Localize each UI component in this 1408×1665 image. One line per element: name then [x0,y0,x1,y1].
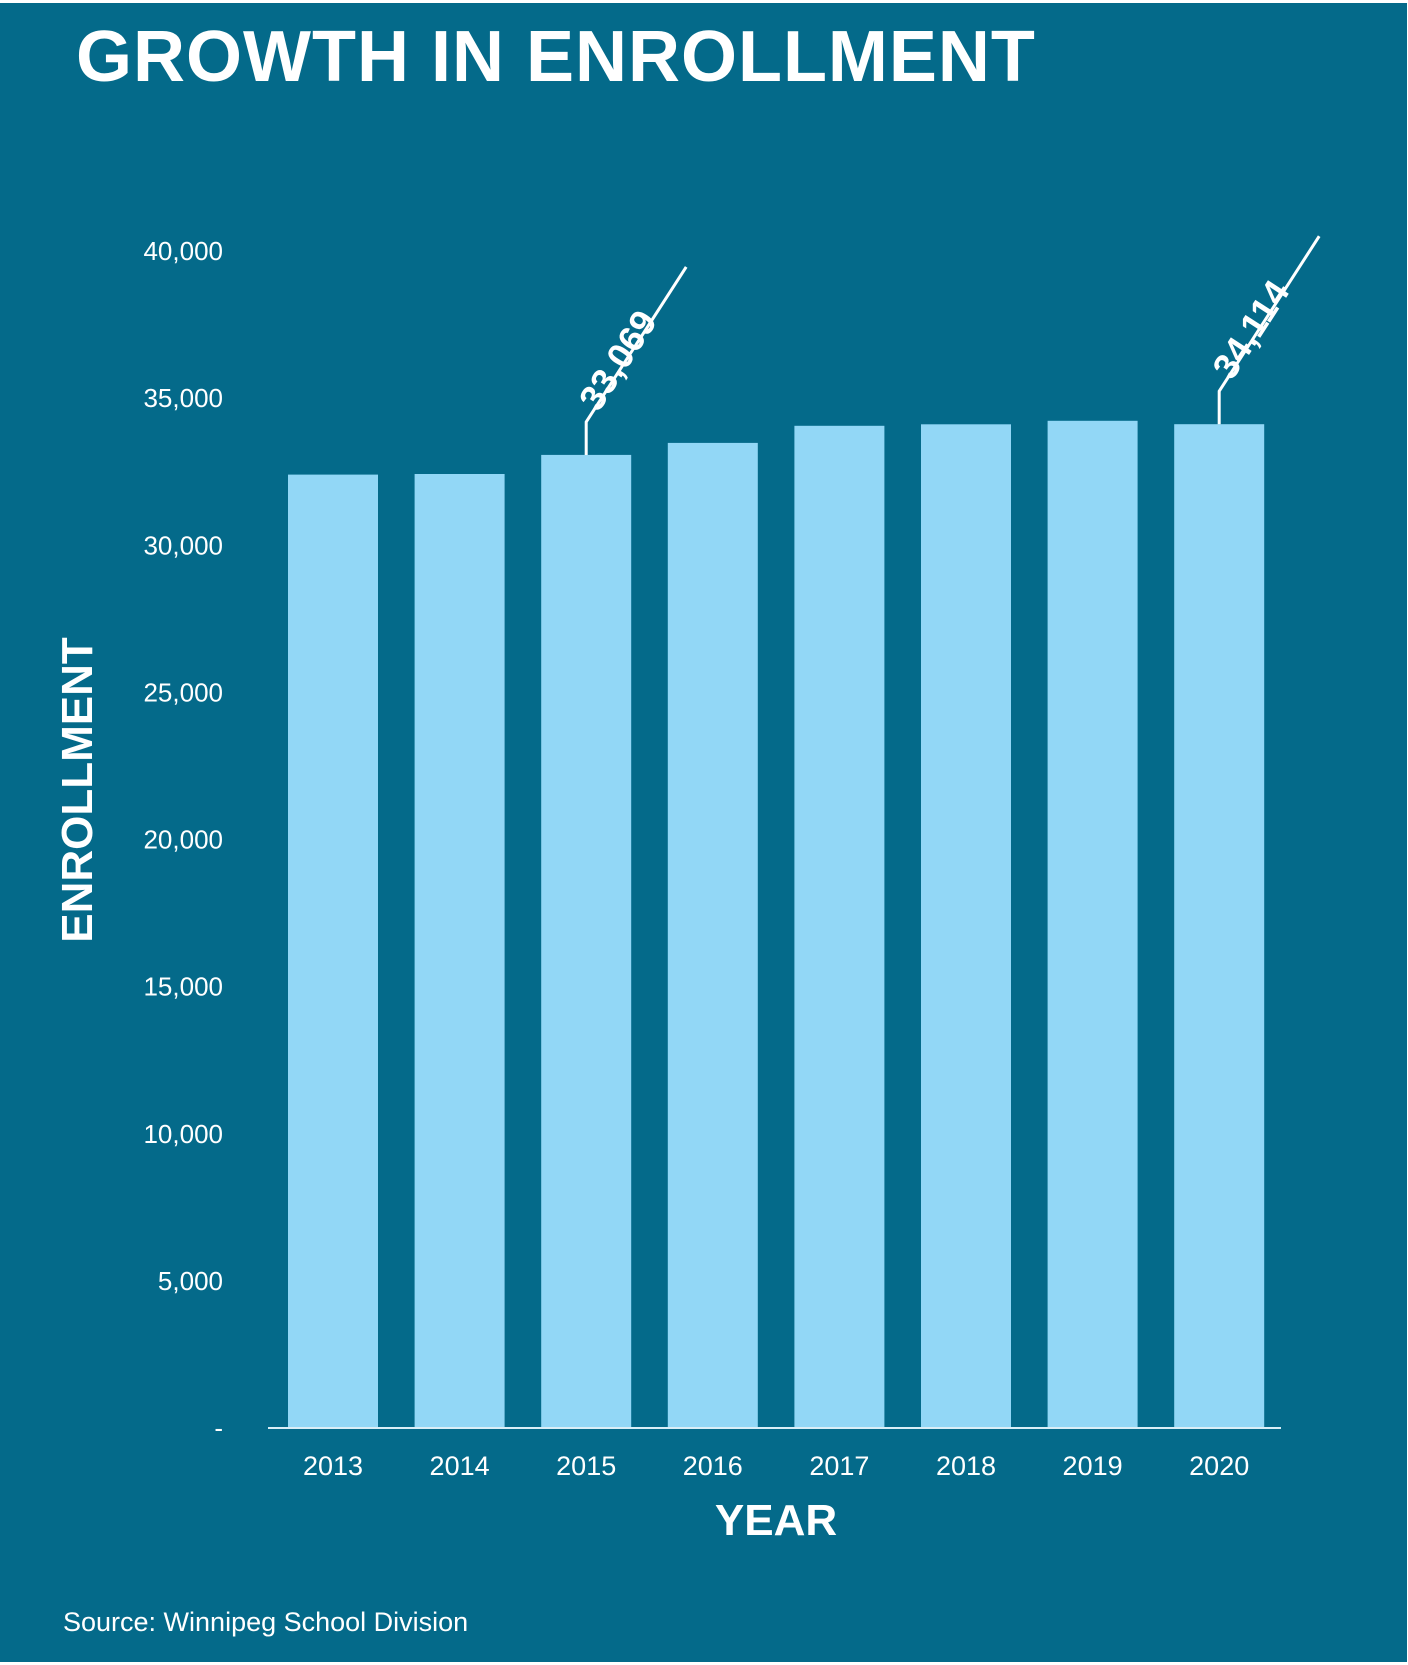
x-tick-label: 2015 [556,1451,616,1481]
bar-2018 [921,424,1011,1428]
y-tick-label: 40,000 [143,236,223,266]
bar-2017 [794,425,885,1428]
x-tick-label: 2019 [1063,1451,1123,1481]
x-tick-label: 2014 [430,1451,490,1481]
bar-2016 [667,442,758,1428]
y-tick-label: 5,000 [158,1266,223,1296]
x-tick-label: 2017 [809,1451,869,1481]
x-tick-label: 2020 [1189,1451,1249,1481]
callout-label: 34,114 [1204,273,1297,386]
y-tick-label: 15,000 [143,972,223,1002]
callout-leader-line [584,266,688,455]
bar-2014 [414,474,505,1428]
x-axis-title: YEAR [715,1496,837,1545]
y-tick-label: 35,000 [143,383,223,413]
x-tick-label: 2018 [936,1451,996,1481]
y-tick-label: - [214,1413,223,1443]
bar-2019 [1047,420,1138,1428]
x-tick-label: 2013 [303,1451,363,1481]
chart-title: GROWTH IN ENROLLMENT [76,17,1036,97]
bar-2013 [288,474,378,1429]
callout-label: 33,069 [571,303,665,418]
x-tick-label: 2016 [683,1451,743,1481]
y-tick-label: 30,000 [143,530,223,560]
bar-2015 [541,454,632,1428]
callout-leader-line [1217,235,1321,425]
y-tick-label: 20,000 [143,825,223,855]
y-axis-title: ENROLLMENT [53,637,102,943]
y-tick-label: 25,000 [143,677,223,707]
y-tick-label: 10,000 [143,1119,223,1149]
bar-2020 [1174,424,1265,1428]
source-note: Source: Winnipeg School Division [63,1607,469,1637]
